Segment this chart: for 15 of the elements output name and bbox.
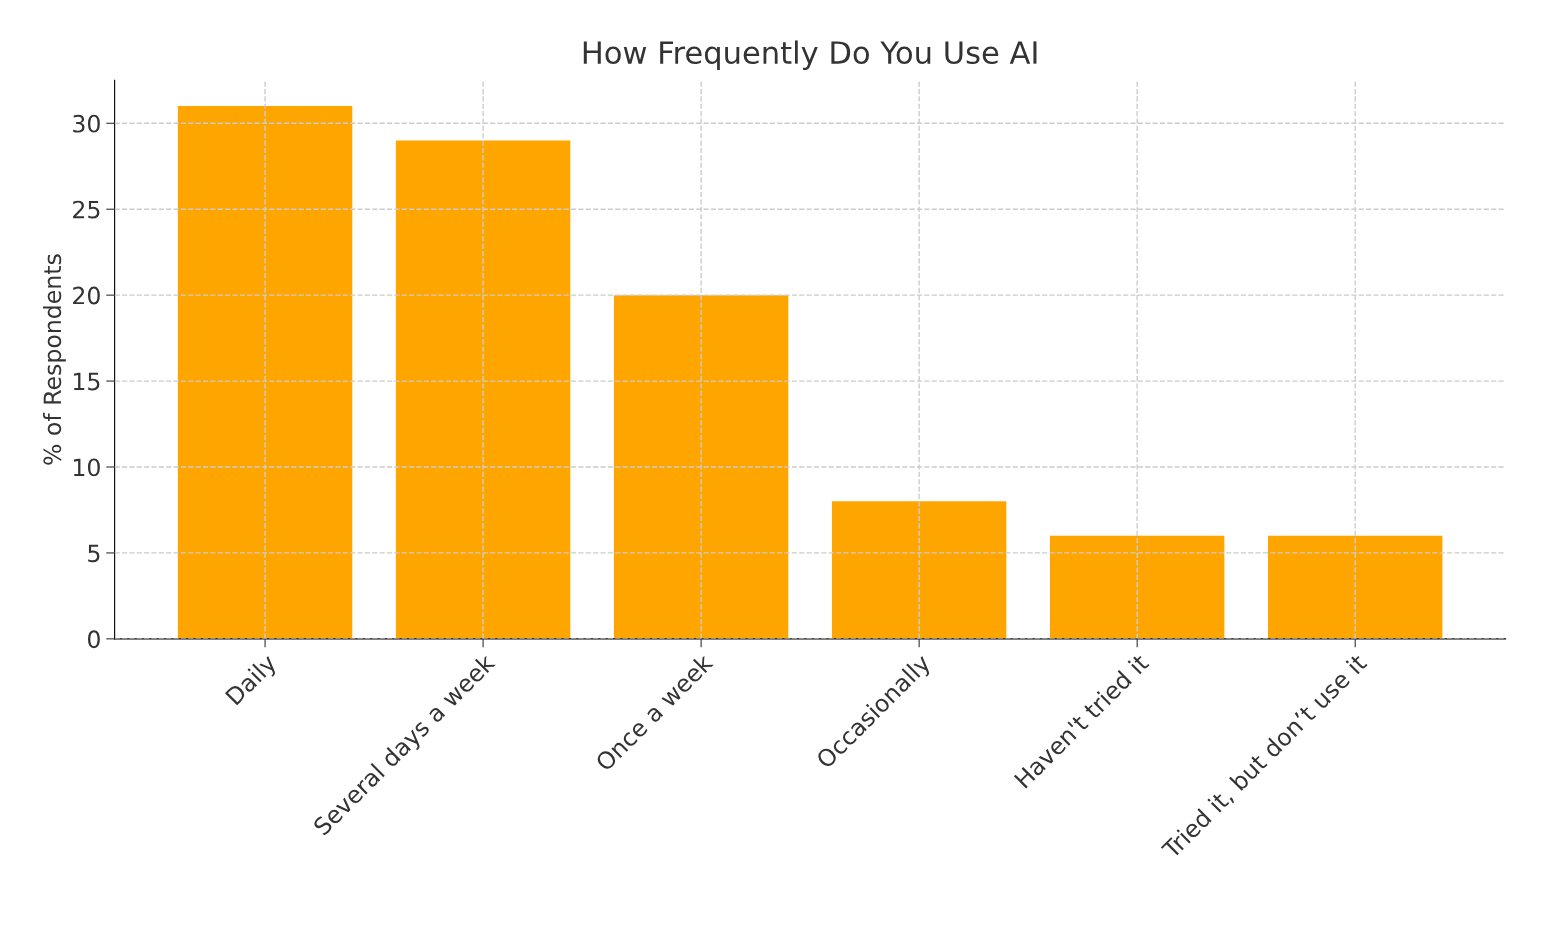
y-tick-label: 0: [87, 630, 100, 649]
y-tick-label: 20: [73, 286, 100, 305]
bar: [831, 501, 1007, 639]
y-tick-label: 25: [73, 200, 100, 219]
bar: [1049, 535, 1225, 639]
bar: [395, 140, 571, 639]
y-tick-label: 5: [88, 544, 100, 563]
chart-title: How Frequently Do You Use AI: [583, 40, 1037, 71]
y-tick-label: 15: [73, 372, 100, 391]
bar: [1267, 535, 1443, 639]
bar: [177, 106, 353, 639]
y-tick-label: 30: [73, 114, 100, 133]
y-tick-label: 10: [73, 458, 100, 477]
bar: [613, 295, 789, 639]
y-axis-title: % of Respondents: [42, 254, 66, 465]
